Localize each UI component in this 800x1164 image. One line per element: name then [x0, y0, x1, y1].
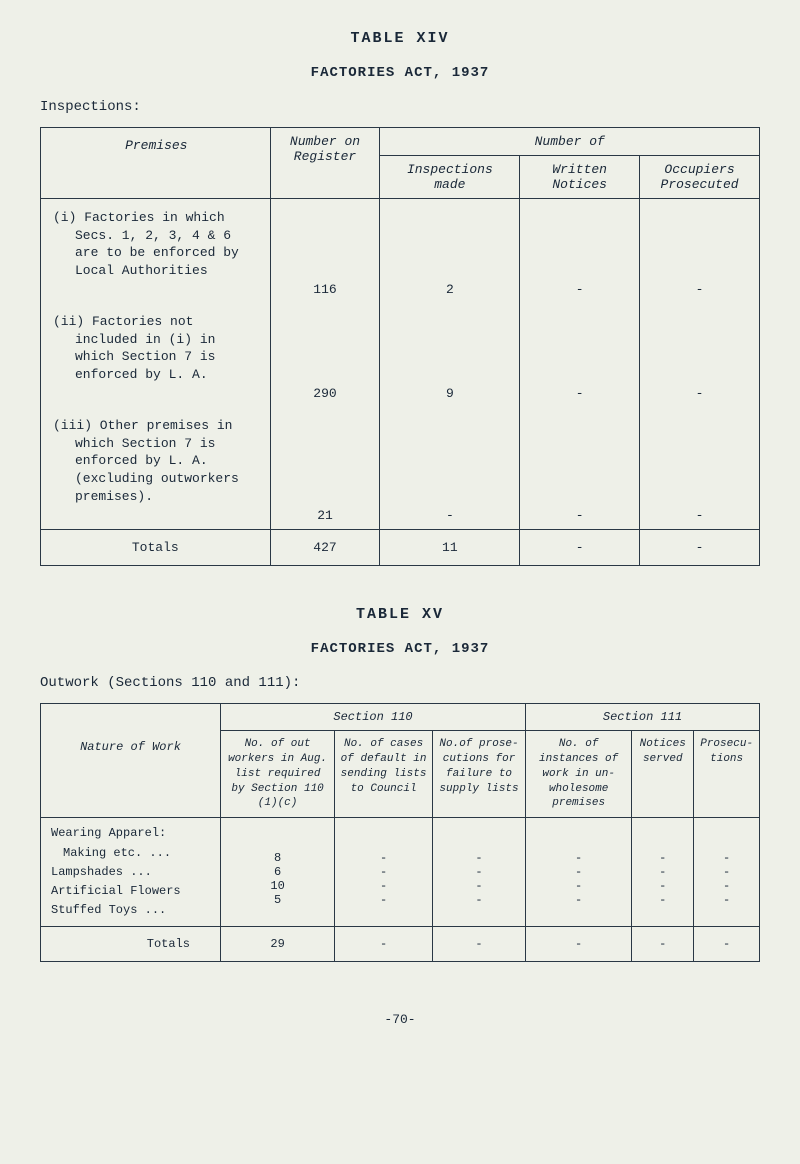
cell-prosecuted: - [640, 199, 760, 304]
hdr-inspections-made: Inspections made [380, 156, 520, 199]
hdr-number-of: Number of [380, 128, 760, 156]
hdr-section-110: Section 110 [221, 704, 526, 731]
table-row: Wearing Apparel: Making etc. ... Lampsha… [41, 818, 760, 927]
totals-c2: - [335, 927, 433, 962]
table-row: (i) Factories in which Secs. 1, 2, 3, 4 … [41, 199, 760, 304]
cell-c1: 8 6 10 5 [221, 818, 335, 927]
premises-text: (i) Factories in which Secs. 1, 2, 3, 4 … [53, 209, 260, 279]
cell-c2: - - - - [335, 818, 433, 927]
cell-inspections: 9 [380, 303, 520, 407]
hdr-written-notices: Written Notices [520, 156, 640, 199]
table-row: (ii) Factories not included in (i) in wh… [41, 303, 760, 407]
cell-inspections: - [380, 407, 520, 529]
premises-text: (iii) Other premises in which Section 7 … [53, 417, 260, 505]
cell-register: 116 [270, 199, 380, 304]
nature-text: Stuffed Toys ... [51, 901, 212, 920]
cell-prosecuted: - [640, 407, 760, 529]
inspections-table: Premises Number on Register Number of In… [40, 127, 760, 566]
table1-title: TABLE XIV [40, 30, 760, 47]
hdr-c6: Prosecu­tions [694, 731, 760, 818]
group-label: Wearing Apparel: [51, 824, 212, 843]
totals-c5: - [632, 927, 694, 962]
outwork-table: Nature of Work Section 110 Section 111 N… [40, 703, 760, 962]
hdr-number-on-register: Number on Register [270, 128, 380, 199]
cell-c6: - - - - [694, 818, 760, 927]
cell-register: 21 [270, 407, 380, 529]
table1-act: FACTORIES ACT, 1937 [40, 65, 760, 81]
hdr-c2: No. of cases of default in send­ing list… [335, 731, 433, 818]
nature-text: Lampshades ... [51, 863, 212, 882]
page-number: -70- [40, 1012, 760, 1027]
table2-act: FACTORIES ACT, 1937 [40, 641, 760, 657]
totals-c3: - [433, 927, 526, 962]
totals-c1: 29 [221, 927, 335, 962]
cell-written: - [520, 303, 640, 407]
cell-register: 290 [270, 303, 380, 407]
cell-written: - [520, 407, 640, 529]
totals-c4: - [526, 927, 632, 962]
cell-inspections: 2 [380, 199, 520, 304]
hdr-occupiers-prosecuted: Occupiers Prosecuted [640, 156, 760, 199]
totals-register: 427 [270, 530, 380, 566]
table-row: (iii) Other premises in which Section 7 … [41, 407, 760, 529]
cell-c5: - - - - [632, 818, 694, 927]
totals-label: Totals [41, 530, 271, 566]
nature-text: Making etc. ... [51, 844, 212, 863]
hdr-c4: No. of instances of work in un­wholesome… [526, 731, 632, 818]
table1-caption: Inspections: [40, 99, 760, 115]
cell-c3: - - - - [433, 818, 526, 927]
totals-c6: - [694, 927, 760, 962]
hdr-c3: No.of prose­cutions for failure to suppl… [433, 731, 526, 818]
totals-row: Totals 29 - - - - - [41, 927, 760, 962]
table2-title: TABLE XV [40, 606, 760, 623]
hdr-nature: Nature of Work [41, 704, 221, 818]
table2-caption: Outwork (Sections 110 and 111): [40, 675, 760, 691]
cell-c4: - - - - [526, 818, 632, 927]
hdr-premises: Premises [41, 128, 271, 199]
totals-inspections: 11 [380, 530, 520, 566]
hdr-c1: No. of out workers in Aug. list required… [221, 731, 335, 818]
totals-written: - [520, 530, 640, 566]
cell-prosecuted: - [640, 303, 760, 407]
totals-label: Totals [41, 927, 221, 962]
nature-text: Artificial Flowers [51, 882, 212, 901]
cell-written: - [520, 199, 640, 304]
premises-text: (ii) Factories not included in (i) in wh… [53, 313, 260, 383]
hdr-c5: Notices served [632, 731, 694, 818]
hdr-section-111: Section 111 [526, 704, 760, 731]
totals-row: Totals 427 11 - - [41, 530, 760, 566]
totals-prosecuted: - [640, 530, 760, 566]
